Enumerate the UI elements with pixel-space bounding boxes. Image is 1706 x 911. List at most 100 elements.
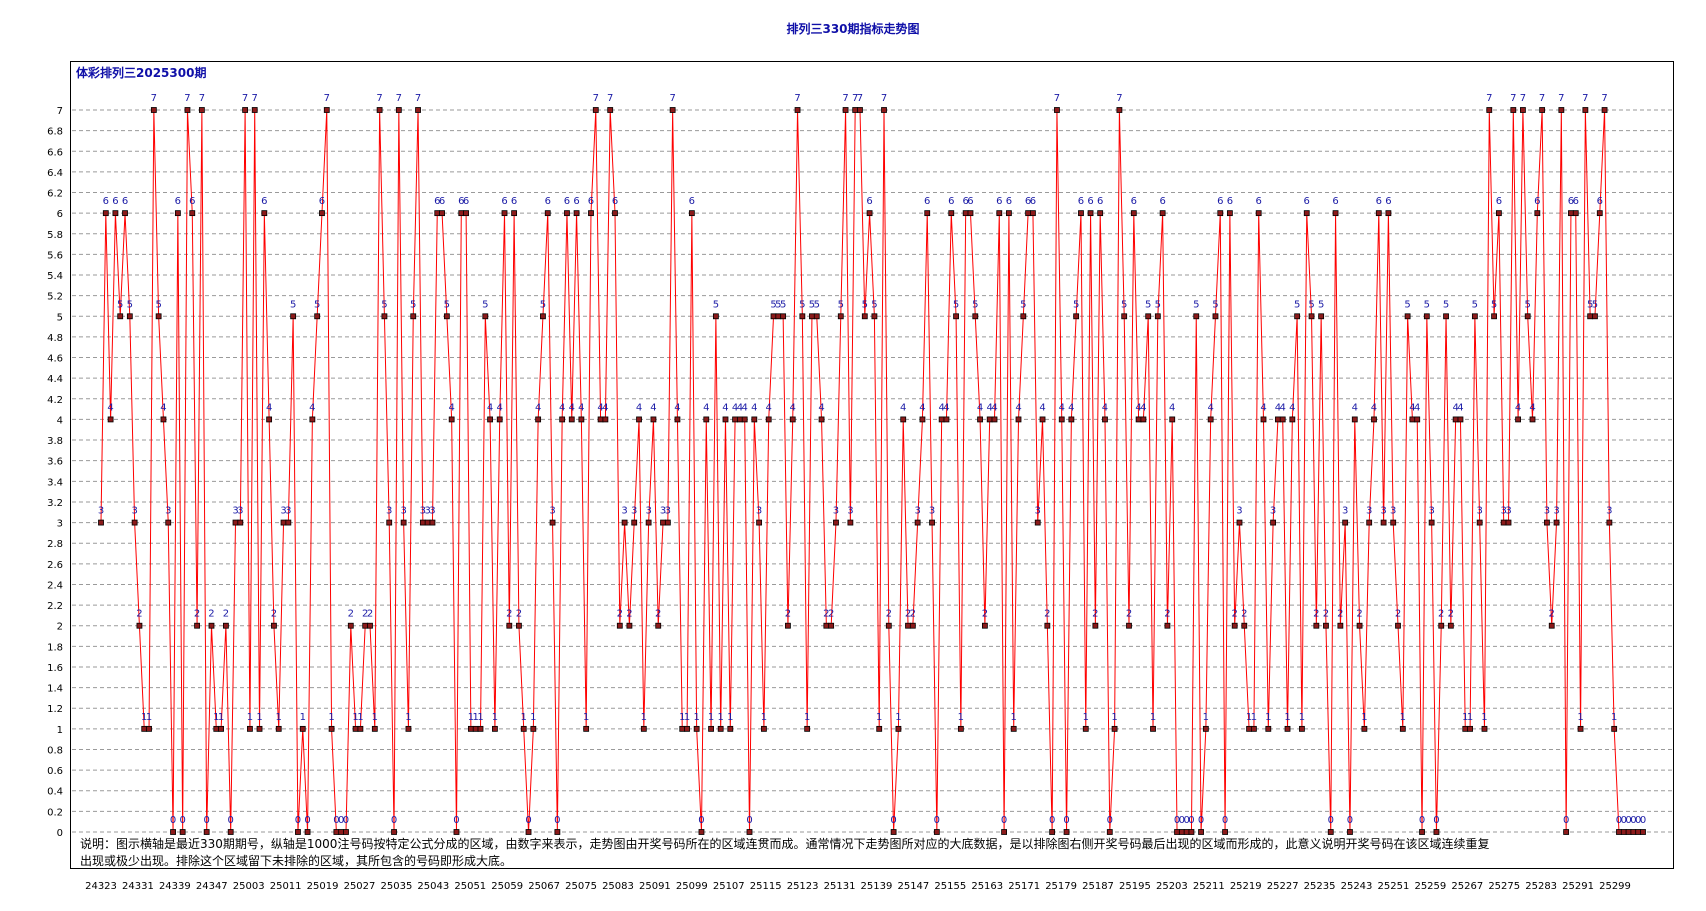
data-label: 5 — [1424, 299, 1430, 310]
data-point — [717, 725, 724, 732]
data-point — [448, 416, 455, 423]
data-label: 0 — [1563, 815, 1569, 826]
data-label: 6 — [564, 196, 570, 207]
data-point — [1515, 416, 1521, 423]
data-label: 1 — [895, 712, 901, 723]
data-point — [506, 622, 513, 629]
data-point — [1116, 107, 1123, 113]
data-label: 0 — [934, 815, 940, 826]
data-label: 3 — [1270, 506, 1276, 517]
data-label: 1 — [708, 712, 714, 723]
data-label: 7 — [607, 93, 613, 104]
data-label: 6 — [319, 196, 325, 207]
y-tick-label: 1.8 — [47, 642, 63, 653]
data-point — [467, 725, 474, 732]
data-point — [1251, 725, 1257, 732]
data-point — [967, 210, 974, 217]
data-label: 7 — [252, 93, 258, 104]
data-point — [189, 210, 196, 217]
y-tick-label: 3 — [57, 519, 63, 530]
data-point — [410, 313, 417, 320]
data-label: 0 — [170, 815, 176, 826]
data-label: 6 — [434, 196, 440, 207]
data-point — [861, 313, 868, 320]
data-point — [232, 519, 239, 526]
data-label: 1 — [804, 712, 810, 723]
data-label: 0 — [228, 815, 234, 826]
data-point — [789, 416, 796, 423]
data-label: 3 — [660, 506, 666, 517]
data-point — [909, 622, 916, 629]
data-label: 5 — [1525, 299, 1531, 310]
data-label: 2 — [1313, 609, 1319, 620]
data-label: 1 — [1203, 712, 1209, 723]
data-point — [943, 416, 950, 423]
data-label: 2 — [1044, 609, 1050, 620]
data-label: 2 — [886, 609, 892, 620]
data-point — [895, 725, 902, 732]
data-point — [804, 725, 811, 732]
data-point — [737, 416, 743, 423]
data-label: 6 — [967, 196, 973, 207]
data-point — [174, 210, 181, 217]
data-point — [813, 313, 820, 320]
data-label: 5 — [1212, 299, 1218, 310]
data-label: 1 — [300, 712, 306, 723]
data-point — [1592, 313, 1598, 320]
y-tick-label: 4.8 — [47, 333, 63, 344]
data-point — [309, 416, 316, 423]
data-point — [1279, 416, 1286, 423]
data-label: 4 — [919, 402, 925, 413]
data-point — [544, 210, 551, 217]
data-point — [905, 622, 911, 629]
data-point — [1255, 210, 1262, 217]
data-point — [131, 519, 138, 526]
data-label: 6 — [103, 196, 109, 207]
data-label: 4 — [1140, 402, 1146, 413]
data-point — [1015, 416, 1022, 423]
data-label: 4 — [636, 402, 642, 413]
data-point — [371, 725, 378, 732]
data-point — [352, 725, 359, 732]
x-tick-label: 25275 — [1488, 881, 1520, 892]
data-point — [1616, 829, 1622, 835]
data-label: 4 — [1515, 402, 1521, 413]
data-label: 4 — [938, 402, 944, 413]
data-label: 1 — [213, 712, 219, 723]
data-label: 2 — [1241, 609, 1247, 620]
data-point — [1006, 210, 1012, 217]
data-point — [1327, 829, 1334, 835]
data-label: 2 — [828, 609, 834, 620]
y-tick-label: 0.4 — [47, 787, 63, 798]
data-point — [1260, 416, 1267, 423]
data-point — [275, 725, 282, 732]
data-label: 7 — [852, 93, 858, 104]
data-label: 1 — [684, 712, 690, 723]
data-label: 6 — [1573, 196, 1579, 207]
data-label: 2 — [348, 609, 354, 620]
data-point — [794, 107, 801, 113]
data-point — [900, 416, 907, 423]
data-label: 7 — [1601, 93, 1607, 104]
data-label: 1 — [727, 712, 733, 723]
y-tick-label: 4.2 — [47, 395, 63, 406]
data-point — [1620, 829, 1627, 835]
data-point — [1577, 725, 1584, 732]
data-label: 3 — [549, 506, 555, 517]
data-point — [112, 210, 119, 217]
data-point — [612, 210, 618, 217]
data-point — [501, 210, 508, 217]
data-label: 4 — [578, 402, 584, 413]
x-tick-label: 25235 — [1304, 881, 1336, 892]
data-point — [203, 829, 210, 835]
data-label: 5 — [814, 299, 820, 310]
data-label: 5 — [799, 299, 805, 310]
data-label: 2 — [194, 609, 200, 620]
data-label: 0 — [1001, 815, 1007, 826]
data-point — [852, 107, 859, 113]
data-label: 2 — [1438, 609, 1444, 620]
data-point — [520, 725, 527, 732]
data-label: 2 — [1126, 609, 1132, 620]
data-point — [376, 107, 383, 113]
data-point — [732, 416, 738, 423]
